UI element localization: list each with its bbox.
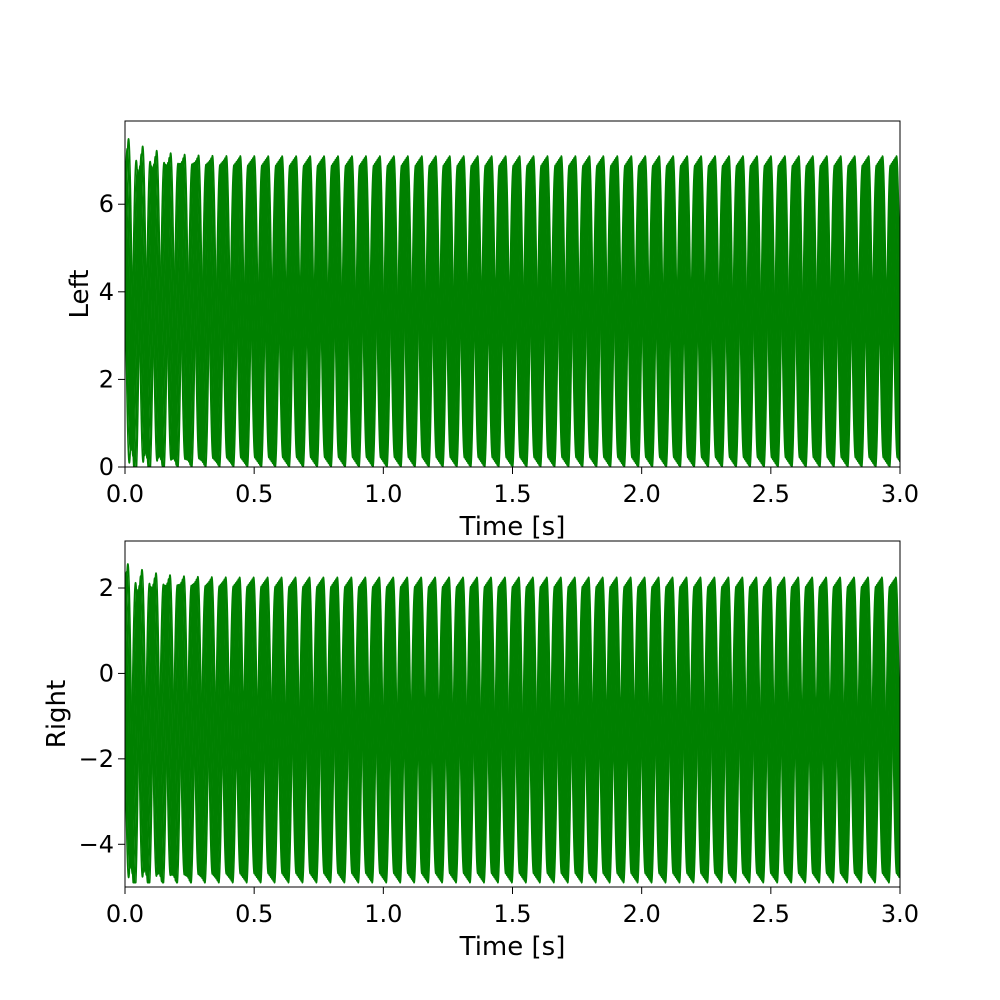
series-line-2 (125, 147, 900, 467)
x-tick-label: 0.0 (106, 900, 144, 928)
x-axis-label: Time [s] (459, 932, 566, 962)
x-tick-label: 0.0 (106, 480, 144, 508)
x-tick-label: 0.5 (235, 900, 273, 928)
traces (125, 138, 900, 467)
x-tick-label: 2.5 (752, 900, 790, 928)
x-tick-label: 2.0 (623, 900, 661, 928)
series-line-6 (125, 159, 900, 464)
x-tick-label: 3.0 (881, 480, 919, 508)
x-tick-label: 1.0 (364, 480, 402, 508)
traces (125, 563, 900, 884)
x-tick-label: 1.5 (493, 480, 531, 508)
series-line-5 (125, 583, 900, 877)
y-tick-label: 6 (99, 190, 114, 218)
series-line-1 (125, 138, 900, 467)
y-tick-label: 0 (99, 453, 114, 481)
x-tick-label: 3.0 (881, 900, 919, 928)
series-line-5 (125, 162, 900, 461)
y-tick-label: −2 (79, 745, 114, 773)
series-line-1 (125, 563, 900, 884)
series-line-3 (125, 580, 900, 880)
y-axis-label: Right (42, 680, 72, 748)
y-tick-label: −4 (79, 830, 114, 858)
series-line-4 (125, 582, 900, 879)
x-tick-label: 0.5 (235, 480, 273, 508)
left-panel: 0.0 0.5 1.0 1.5 2.0 2.5 3.0 0 2 4 6 Time [s] Left (65, 120, 919, 542)
x-tick-label: 1.5 (493, 900, 531, 928)
x-tick-label: 1.0 (364, 900, 402, 928)
x-tick-label: 2.0 (623, 480, 661, 508)
series-line-6 (125, 581, 900, 879)
series-line-2 (125, 571, 900, 884)
x-axis-label: Time [s] (459, 512, 566, 542)
series-line-3 (125, 158, 900, 465)
right-panel: 0.0 0.5 1.0 1.5 2.0 2.5 3.0 −4 −2 0 2 Time [s] Right (42, 540, 919, 962)
y-tick-label: 2 (99, 365, 114, 393)
y-tick-label: 0 (99, 659, 114, 687)
y-axis-label: Left (65, 270, 95, 319)
y-tick-label: 2 (99, 574, 114, 602)
series-line-4 (125, 160, 900, 463)
y-tick-label: 4 (99, 278, 114, 306)
x-tick-label: 2.5 (752, 480, 790, 508)
